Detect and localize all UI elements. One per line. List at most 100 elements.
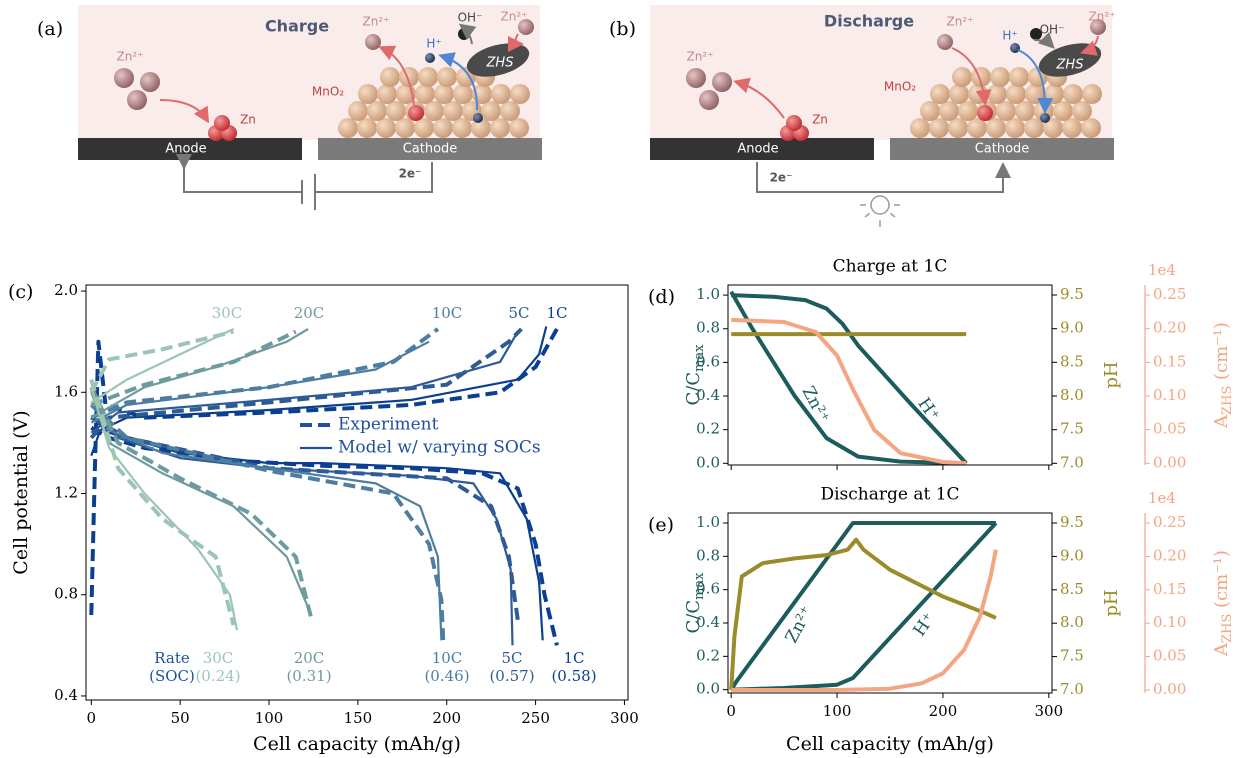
mno2-particle	[1024, 118, 1044, 138]
voltage-curve	[89, 329, 234, 394]
mno2-particle	[453, 84, 473, 104]
soc-label: (0.24)	[195, 667, 240, 685]
reaction-arrow	[458, 23, 477, 45]
reduced-site	[408, 105, 424, 121]
voltage-curve	[90, 326, 548, 456]
mno2-particle	[395, 118, 415, 138]
reaction-arrow	[951, 47, 992, 106]
chart-c: 0 50 100 150 200 250 300 0.4 0.8 1.2 1.6 2.0 Cell ca…	[8, 281, 639, 755]
y-tick-label: 0.2	[696, 646, 720, 664]
species-label: MnO₂	[884, 80, 916, 94]
y-axis-label: C/Cmax	[683, 344, 707, 406]
bulb-ray	[890, 212, 896, 218]
mno2-particle	[1082, 84, 1102, 104]
mno2-particle	[1044, 84, 1064, 104]
y2-tick-label: 7.5	[1060, 420, 1084, 438]
y-axis-label: Cell potential (V)	[10, 410, 32, 574]
plot-frame	[727, 512, 1053, 694]
panel-label: (d)	[648, 286, 675, 308]
rate-label: 30C	[203, 649, 234, 667]
series-line	[729, 521, 996, 691]
mno2-particle	[986, 118, 1006, 138]
voltage-curve	[90, 331, 519, 434]
mno2-particle	[948, 118, 968, 138]
series-line	[729, 290, 967, 466]
rate-label: 10C	[432, 649, 463, 667]
y-axis-label-base: C/C	[683, 600, 704, 634]
voltage-curve	[90, 425, 559, 646]
reaction-arrow	[507, 33, 524, 52]
chart-2: 0 100 200 300 0.0 0.2 0.4 0.6 0.8 1.0 7.0 7.5 8.0 8.5…	[648, 485, 1235, 756]
voltage-curve	[90, 328, 309, 419]
reaction-arrow	[1080, 35, 1099, 56]
plot-frame	[85, 284, 629, 701]
rate-label: 30C	[212, 304, 243, 322]
anode	[78, 138, 302, 160]
mno2-particle	[418, 67, 438, 87]
circuit-wire	[756, 162, 1011, 193]
mno2-particle	[1025, 84, 1045, 104]
species-label: ZHS	[1056, 58, 1084, 73]
x-tick-label: 0	[87, 709, 97, 727]
zinc-ion	[712, 72, 732, 92]
zinc-ion	[518, 19, 534, 35]
x-tick-label: 300	[610, 709, 639, 727]
cathode-label: Cathode	[403, 142, 458, 157]
cathode-label: Cathode	[975, 142, 1030, 157]
y3-axis-label-sub: ZHS	[1220, 386, 1235, 415]
series-line	[729, 537, 997, 691]
y-tick-label: 0.8	[54, 585, 78, 603]
y-axis-label-sub: max	[692, 344, 707, 372]
mno2-particle	[990, 67, 1010, 87]
y3-tick-label: 0.05	[1153, 420, 1186, 438]
y3-tick-label: 0.00	[1153, 453, 1186, 471]
y-tick-label: 2.0	[54, 281, 78, 299]
y3-tick-label: 0.10	[1153, 613, 1186, 631]
mno2-particle	[967, 118, 987, 138]
mno2-particle	[433, 118, 453, 138]
diagram-title: Charge	[265, 17, 329, 36]
rate-label: 5C	[501, 649, 522, 667]
x-tick-label: 300	[1035, 702, 1064, 720]
species-label: OH⁻	[458, 11, 483, 25]
species-label: H⁺	[1002, 29, 1017, 43]
y-tick-label: 0.4	[696, 386, 720, 404]
mno2-particle	[443, 101, 463, 121]
zinc-metal	[214, 115, 230, 131]
mno2-particle	[930, 84, 950, 104]
mno2-particle	[1006, 84, 1026, 104]
plot-frame	[727, 284, 1053, 466]
mno2-particle	[910, 118, 930, 138]
legend-label: Model w/ varying SOCs	[338, 438, 541, 458]
y-tick-label: 0.4	[54, 686, 78, 704]
cathode	[318, 138, 542, 160]
species-label: Zn²⁺	[363, 15, 390, 29]
series-line	[731, 293, 968, 465]
y2-tick-label: 7.5	[1060, 647, 1084, 665]
y-tick-label: 0.2	[696, 420, 720, 438]
cathode	[890, 138, 1114, 160]
series-line	[731, 549, 998, 692]
mno2-particle	[348, 101, 368, 121]
y-tick-label: 1.0	[696, 285, 720, 303]
zinc-ion	[1090, 19, 1106, 35]
rate-label: 10C	[432, 304, 463, 322]
voltage-curve	[89, 403, 446, 641]
species-label: Zn²⁺	[501, 10, 528, 24]
reaction-arrow	[159, 99, 210, 124]
y3-offset: 1e4	[1148, 489, 1176, 507]
species-label: H⁺	[426, 37, 441, 51]
bulb	[870, 195, 890, 215]
y-tick-label: 1.0	[696, 513, 720, 531]
diagram-title: Discharge	[824, 12, 914, 31]
reaction-arrow	[1017, 49, 1054, 114]
electron-label: 2e⁻	[399, 167, 422, 181]
reaction-arrow	[1033, 31, 1055, 49]
mno2-particle	[1015, 101, 1035, 121]
zinc-ion	[127, 90, 147, 110]
y2-tick-label: 7.0	[1060, 680, 1084, 698]
rate-label: 5C	[508, 304, 529, 322]
mno2-particle	[358, 84, 378, 104]
zinc-ion	[140, 72, 160, 92]
